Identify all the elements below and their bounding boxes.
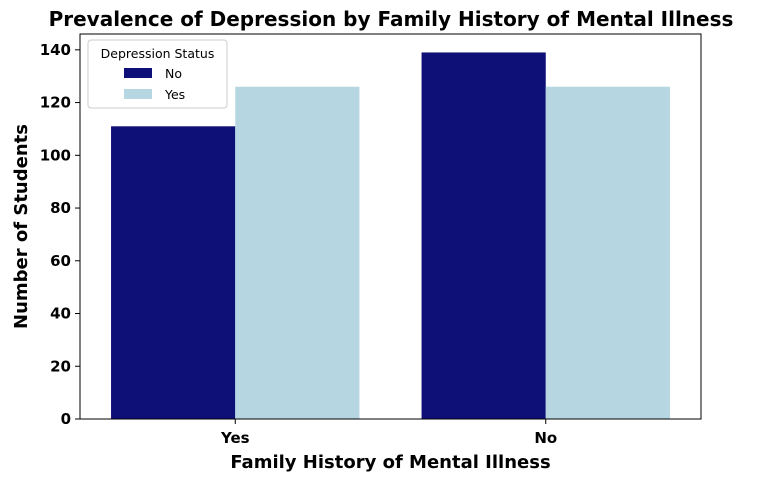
- legend-title: Depression Status: [101, 46, 215, 61]
- legend-label-no: No: [165, 66, 182, 81]
- bar-yes-yes: [235, 86, 360, 420]
- bars-group: [111, 52, 670, 420]
- y-tick-label: 0: [61, 410, 71, 428]
- bar-no-yes: [545, 86, 670, 420]
- legend-swatch-no: [124, 68, 152, 78]
- legend-swatch-yes: [124, 89, 152, 99]
- legend-label-yes: Yes: [164, 87, 185, 102]
- x-tick-label: No: [534, 429, 557, 447]
- y-tick-label: 20: [50, 357, 71, 375]
- legend-items: No Yes: [124, 66, 185, 102]
- x-axis-label: Family History of Mental Illness: [230, 452, 550, 473]
- x-axis-ticks: Yes No: [220, 419, 557, 447]
- y-tick-label: 80: [50, 199, 71, 217]
- y-tick-label: 40: [50, 305, 71, 323]
- chart-title: Prevalence of Depression by Family Histo…: [49, 7, 734, 31]
- y-tick-label: 60: [50, 252, 71, 270]
- plot-frame: [79, 33, 702, 420]
- bar-no-no: [421, 52, 546, 420]
- legend: Depression Status No Yes: [87, 39, 228, 109]
- y-axis-label: Number of Students: [11, 124, 32, 329]
- y-tick-label: 140: [40, 41, 71, 59]
- y-tick-label: 120: [40, 94, 71, 112]
- legend-box: [87, 39, 228, 109]
- y-axis-ticks: 0 20 40 60 80 100 120 140: [40, 41, 80, 428]
- y-tick-label: 100: [40, 146, 71, 164]
- bar-yes-no: [111, 126, 236, 419]
- x-tick-label: Yes: [220, 429, 250, 447]
